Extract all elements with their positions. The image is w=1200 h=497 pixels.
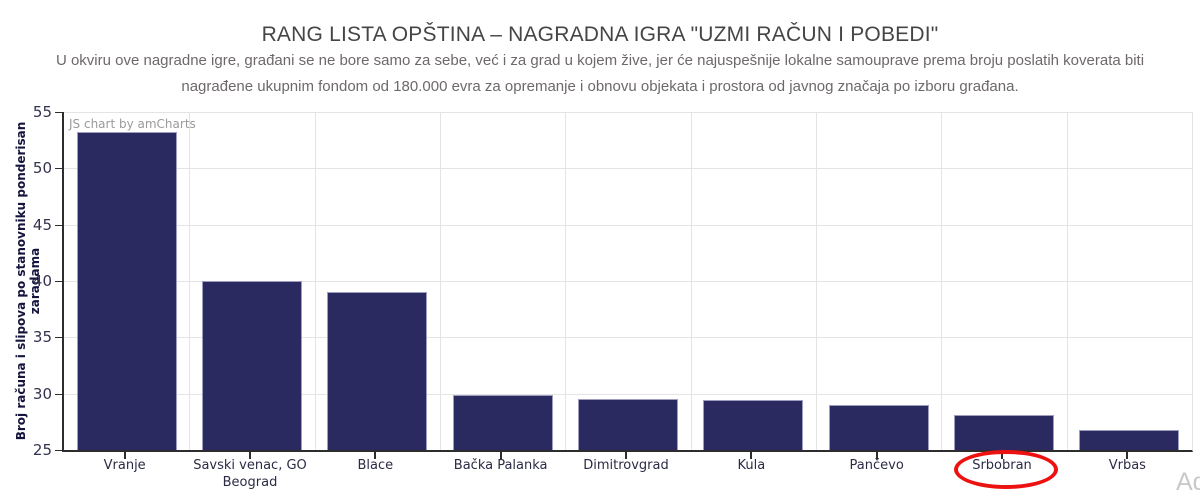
x-label-vranje: Vranje bbox=[62, 457, 187, 474]
gridline-y-55 bbox=[64, 112, 1192, 113]
x-label-dimitrovgrad: Dimitrovgrad bbox=[563, 457, 688, 474]
y-tick-mark-45 bbox=[55, 224, 62, 226]
gridline-x-7 bbox=[941, 112, 942, 450]
highlight-ellipse bbox=[954, 450, 1058, 489]
gridline-y-50 bbox=[64, 168, 1192, 170]
gridline-y-30 bbox=[64, 393, 1192, 395]
corner-watermark: Ad bbox=[1176, 468, 1200, 496]
y-tick-mark-50 bbox=[55, 168, 62, 170]
y-tick-label-55: 55 bbox=[32, 103, 52, 121]
x-label-text: Blace bbox=[357, 458, 394, 473]
bar-pancevo[interactable] bbox=[828, 404, 929, 450]
bar-srbobran[interactable] bbox=[954, 415, 1054, 450]
x-tick-mark-vrbas bbox=[1126, 452, 1129, 459]
gridline-x-4 bbox=[565, 112, 566, 450]
bar-vranje[interactable] bbox=[76, 132, 177, 450]
y-tick-label-45: 45 bbox=[32, 215, 52, 234]
x-label-text: Savski venac, GO Beograd bbox=[193, 458, 307, 490]
y-tick-mark-55 bbox=[55, 112, 62, 113]
x-label-text: Kula bbox=[737, 458, 766, 473]
gridline-x-3 bbox=[440, 112, 441, 450]
bar-blace[interactable] bbox=[327, 292, 428, 450]
x-tick-mark-blace bbox=[374, 452, 377, 459]
x-label-text: Pančevo bbox=[849, 458, 904, 473]
x-label-text: Vrbas bbox=[1108, 458, 1146, 473]
x-label-pancevo: Pančevo bbox=[814, 457, 939, 474]
bar-kula[interactable] bbox=[703, 400, 804, 450]
plot-area bbox=[62, 112, 1193, 452]
gridline-x-6 bbox=[816, 112, 817, 450]
x-tick-mark-dimitrovgrad bbox=[625, 452, 627, 459]
chart-subtitle: U okviru ove nagradne igre, građani se n… bbox=[0, 48, 1200, 100]
bar-backa-palanka[interactable] bbox=[452, 394, 553, 450]
x-label-text: Dimitrovgrad bbox=[583, 458, 669, 473]
x-label-savski-venac-go-beograd: Savski venac, GO Beograd bbox=[187, 457, 312, 491]
bar-vrbas[interactable] bbox=[1079, 429, 1180, 450]
x-label-text: Bačka Palanka bbox=[453, 458, 548, 473]
x-tick-mark-pancevo bbox=[875, 452, 878, 459]
bar-savski-venac-go-beograd[interactable] bbox=[202, 281, 302, 450]
gridline-x-5 bbox=[691, 112, 692, 450]
y-tick-label-25: 25 bbox=[32, 441, 52, 459]
y-tick-label-30: 30 bbox=[32, 384, 52, 403]
y-tick-label-40: 40 bbox=[32, 272, 52, 290]
page-title: RANG LISTA OPŠTINA – NAGRADNA IGRA "UZMI… bbox=[261, 23, 939, 47]
y-tick-mark-30 bbox=[55, 393, 62, 395]
gridline-x-8 bbox=[1067, 112, 1068, 450]
subtitle-line-2: nagrađene ukupnim fondom od 180.000 evra… bbox=[181, 78, 1019, 95]
subtitle-line-1: U okviru ove nagradne igre, građani se n… bbox=[55, 52, 1145, 69]
gridline-x-1 bbox=[189, 112, 190, 450]
x-label-vrbas: Vrbas bbox=[1065, 457, 1190, 474]
amcharts-watermark-link[interactable]: JS chart by amCharts bbox=[69, 117, 196, 131]
bar-dimitrovgrad[interactable] bbox=[578, 399, 678, 450]
x-tick-mark-vranje bbox=[123, 452, 126, 459]
x-tick-mark-backa-palanka bbox=[499, 452, 502, 459]
gridline-x-2 bbox=[315, 112, 316, 450]
y-tick-mark-35 bbox=[55, 337, 62, 339]
gridline-y-40 bbox=[64, 281, 1192, 282]
x-label-blace: Blace bbox=[313, 457, 438, 474]
gridline-y-45 bbox=[64, 224, 1192, 226]
y-tick-mark-40 bbox=[55, 281, 62, 282]
y-tick-label-35: 35 bbox=[32, 328, 52, 347]
x-tick-mark-kula bbox=[750, 452, 753, 459]
x-label-backa-palanka: Bačka Palanka bbox=[438, 457, 563, 474]
x-label-kula: Kula bbox=[689, 457, 814, 474]
y-tick-label-50: 50 bbox=[32, 159, 52, 178]
x-tick-mark-savski-venac-go-beograd bbox=[249, 452, 251, 459]
gridline-y-35 bbox=[64, 337, 1192, 339]
x-label-text: Vranje bbox=[103, 458, 146, 473]
y-tick-mark-25 bbox=[55, 450, 62, 451]
